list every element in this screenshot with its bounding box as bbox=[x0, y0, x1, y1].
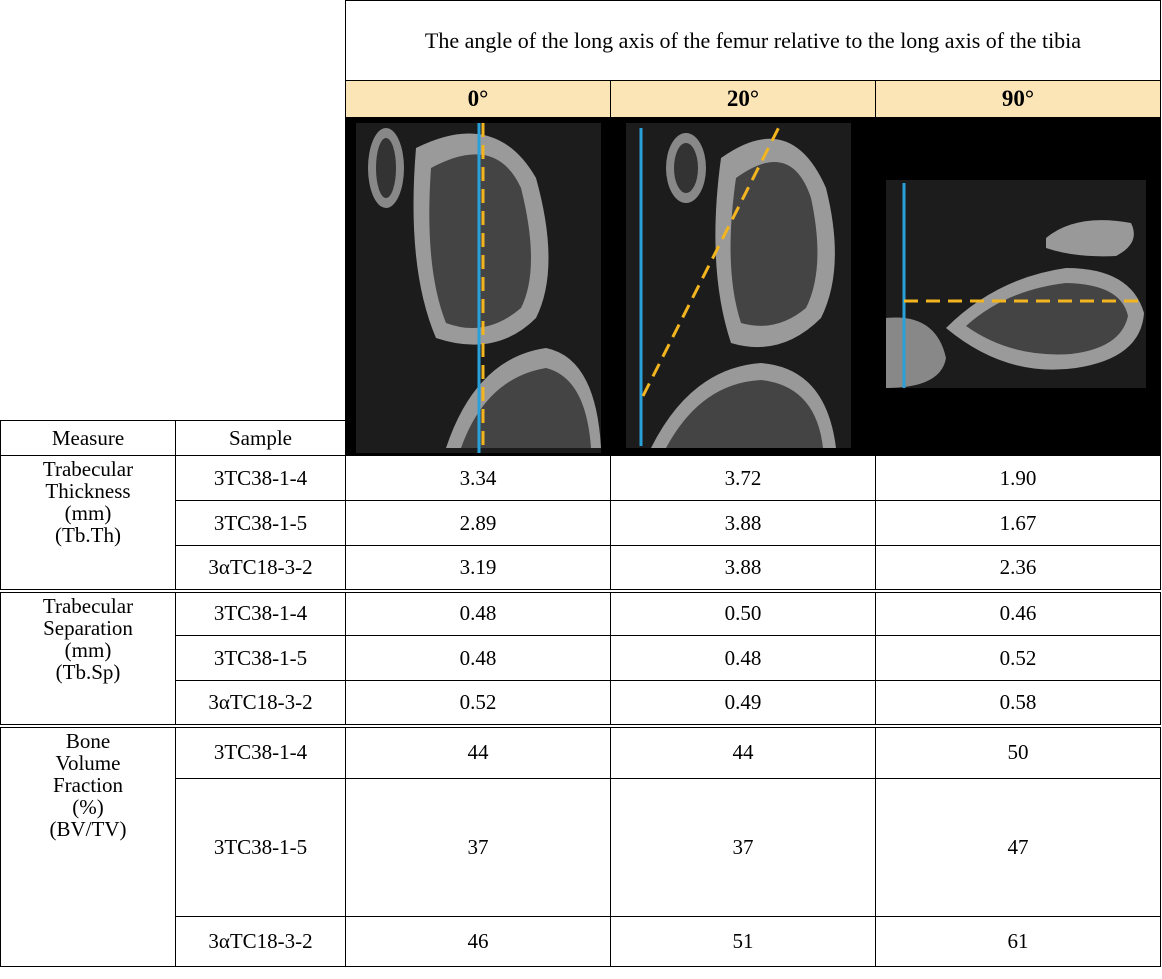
sample-cell: 3TC38-1-5 bbox=[176, 501, 346, 546]
sample-cell: 3αTC18-3-2 bbox=[176, 681, 346, 726]
value-cell: 0.58 bbox=[876, 681, 1161, 726]
value-cell: 3.72 bbox=[611, 456, 876, 501]
sample-cell: 3αTC18-3-2 bbox=[176, 546, 346, 591]
value-cell: 0.52 bbox=[346, 681, 611, 726]
page: The angle of the long axis of the femur … bbox=[0, 0, 1162, 979]
measure-label-line: Bone bbox=[1, 730, 175, 752]
sample-cell: 3TC38-1-5 bbox=[176, 636, 346, 681]
value-cell: 0.52 bbox=[876, 636, 1161, 681]
value-cell: 3.34 bbox=[346, 456, 611, 501]
value-cell: 0.48 bbox=[346, 591, 611, 636]
value-cell: 0.48 bbox=[611, 636, 876, 681]
results-table: The angle of the long axis of the femur … bbox=[0, 0, 1161, 967]
value-cell: 46 bbox=[346, 917, 611, 967]
value-cell: 0.49 bbox=[611, 681, 876, 726]
value-cell: 51 bbox=[611, 917, 876, 967]
measure-label-line: Trabecular bbox=[1, 458, 175, 480]
value-cell: 61 bbox=[876, 917, 1161, 967]
value-cell: 1.67 bbox=[876, 501, 1161, 546]
ct-image bbox=[876, 118, 1160, 455]
value-cell: 44 bbox=[346, 726, 611, 779]
measure-label-line: (mm) bbox=[1, 639, 175, 661]
measure-label-line: Trabecular bbox=[1, 595, 175, 617]
measure-label-line: Fraction bbox=[1, 774, 175, 796]
sample-cell: 3TC38-1-4 bbox=[176, 456, 346, 501]
sample-cell: 3αTC18-3-2 bbox=[176, 917, 346, 967]
column-header: Measure bbox=[1, 421, 176, 456]
value-cell: 0.50 bbox=[611, 591, 876, 636]
measure-label-line: Volume bbox=[1, 752, 175, 774]
measure-label-line: Thickness bbox=[1, 480, 175, 502]
sample-cell: 3TC38-1-5 bbox=[176, 779, 346, 917]
measure-abbreviation: (Tb.Th) bbox=[1, 524, 175, 546]
value-cell: 3.88 bbox=[611, 546, 876, 591]
measure-abbreviation: (BV/TV) bbox=[1, 818, 175, 840]
angle-header: 90° bbox=[876, 81, 1161, 118]
measure-label-line: Separation bbox=[1, 617, 175, 639]
ct-image bbox=[611, 118, 875, 455]
header-title: The angle of the long axis of the femur … bbox=[346, 1, 1161, 81]
value-cell: 50 bbox=[876, 726, 1161, 779]
value-cell: 2.36 bbox=[876, 546, 1161, 591]
value-cell: 44 bbox=[611, 726, 876, 779]
value-cell: 47 bbox=[876, 779, 1161, 917]
measure-label-line: (%) bbox=[1, 796, 175, 818]
value-cell: 1.90 bbox=[876, 456, 1161, 501]
measure-abbreviation: (Tb.Sp) bbox=[1, 661, 175, 683]
ct-image bbox=[346, 118, 610, 455]
angle-header: 20° bbox=[611, 81, 876, 118]
value-cell: 3.19 bbox=[346, 546, 611, 591]
measure-label-line: (mm) bbox=[1, 502, 175, 524]
value-cell: 0.46 bbox=[876, 591, 1161, 636]
angle-header: 0° bbox=[346, 81, 611, 118]
value-cell: 0.48 bbox=[346, 636, 611, 681]
column-header: Sample bbox=[176, 421, 346, 456]
value-cell: 2.89 bbox=[346, 501, 611, 546]
value-cell: 3.88 bbox=[611, 501, 876, 546]
sample-cell: 3TC38-1-4 bbox=[176, 591, 346, 636]
value-cell: 37 bbox=[611, 779, 876, 917]
sample-cell: 3TC38-1-4 bbox=[176, 726, 346, 779]
value-cell: 37 bbox=[346, 779, 611, 917]
